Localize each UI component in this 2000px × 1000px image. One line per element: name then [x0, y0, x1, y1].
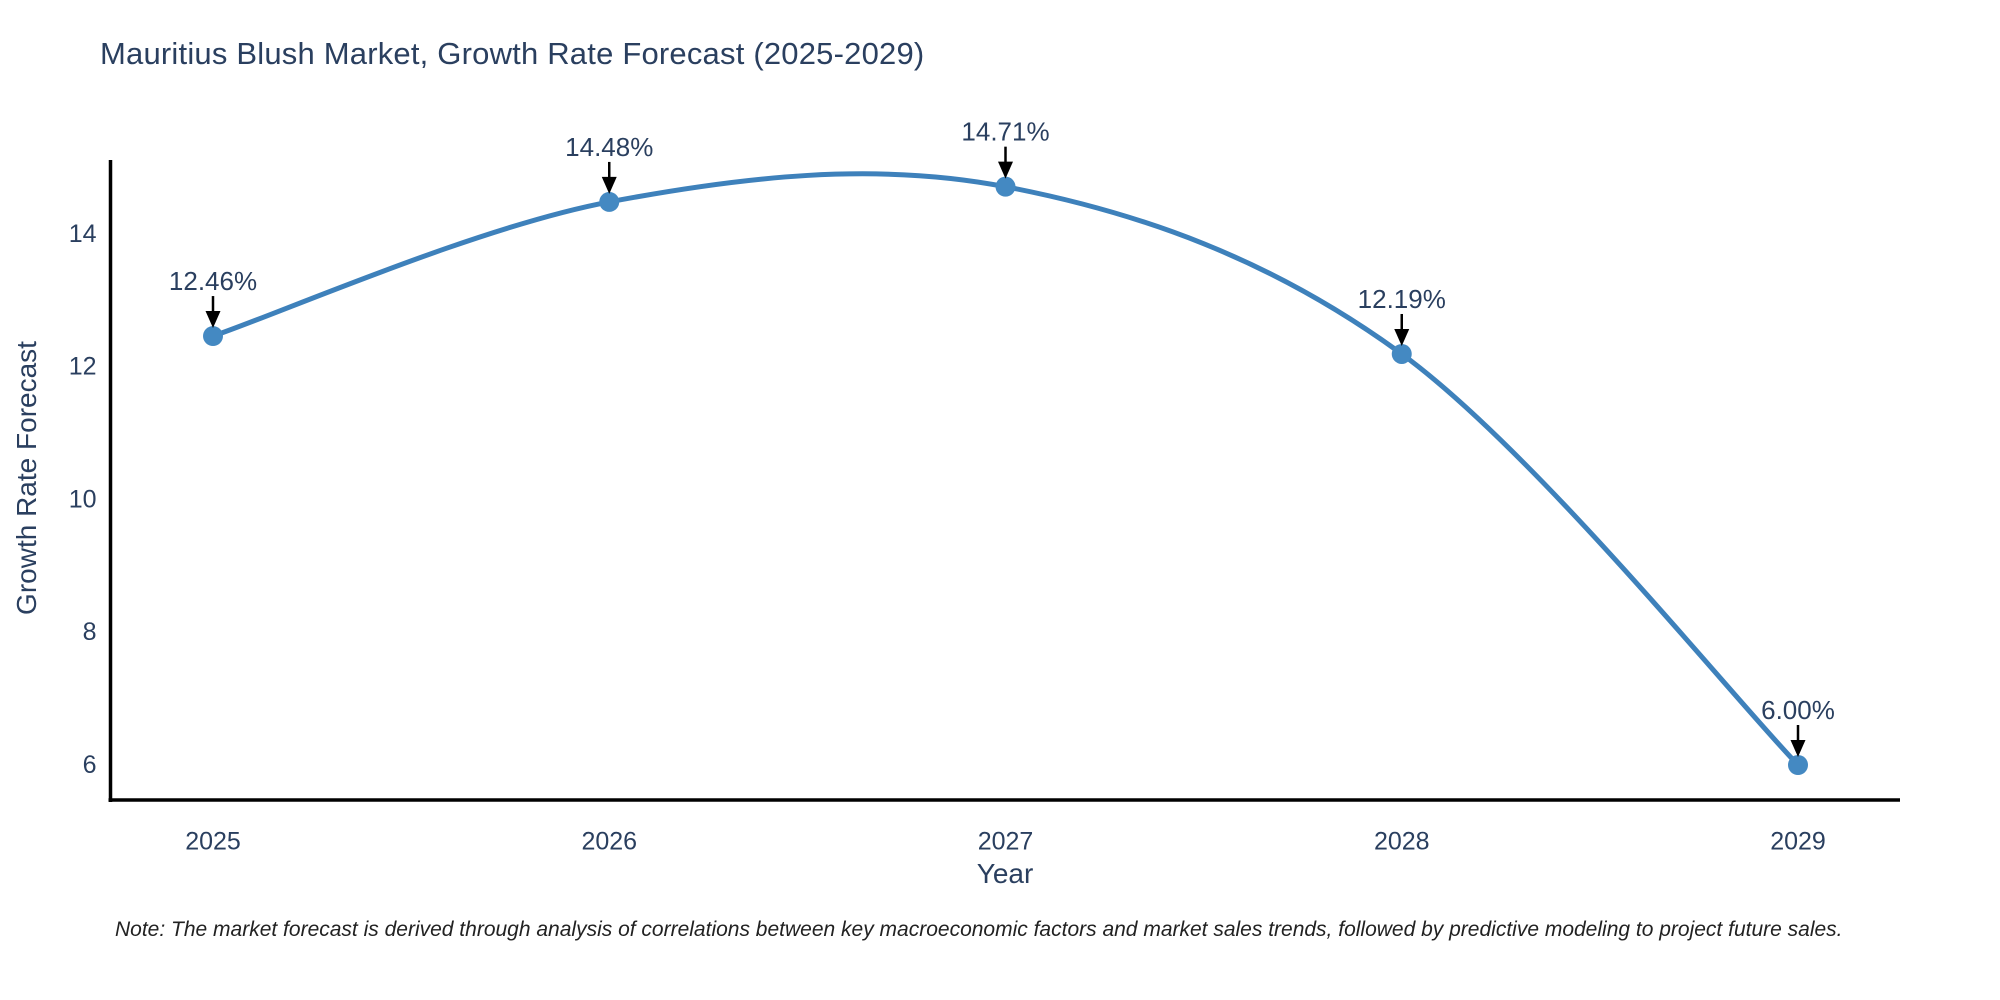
x-tick-label: 2026	[581, 828, 637, 856]
forecast-line	[210, 171, 1801, 768]
annotation-arrowhead	[205, 311, 221, 329]
x-tick-label: 2028	[1374, 828, 1430, 856]
annotation-arrowhead	[601, 176, 617, 194]
data-point-annotation: 12.19%	[1358, 284, 1446, 314]
x-tick-label: 2027	[978, 828, 1034, 856]
y-tick-label: 8	[83, 618, 97, 646]
y-tick-label: 6	[83, 751, 97, 779]
x-tick-label: 2029	[1770, 828, 1826, 856]
footnote: Note: The market forecast is derived thr…	[115, 918, 1843, 941]
annotation-arrowhead	[1790, 740, 1806, 757]
data-point-annotation: 6.00%	[1761, 695, 1835, 725]
data-point[interactable]	[995, 176, 1016, 197]
x-tick-label: 2025	[185, 828, 241, 856]
annotation-arrowhead	[998, 161, 1013, 179]
data-point[interactable]	[1788, 755, 1808, 775]
y-tick-label: 14	[69, 220, 97, 248]
data-point-annotation: 14.48%	[565, 132, 653, 162]
data-point[interactable]	[1391, 343, 1412, 364]
data-point-annotation: 14.71%	[961, 117, 1049, 147]
data-point[interactable]	[203, 326, 223, 347]
x-axis-title: Year	[976, 858, 1034, 889]
y-tick-label: 12	[69, 353, 97, 381]
data-point-annotation: 12.46%	[169, 266, 257, 296]
data-point[interactable]	[599, 191, 620, 212]
chart-title: Mauritius Blush Market, Growth Rate Fore…	[100, 36, 925, 71]
y-tick-label: 10	[69, 485, 97, 513]
annotation-arrowhead	[1394, 328, 1410, 346]
